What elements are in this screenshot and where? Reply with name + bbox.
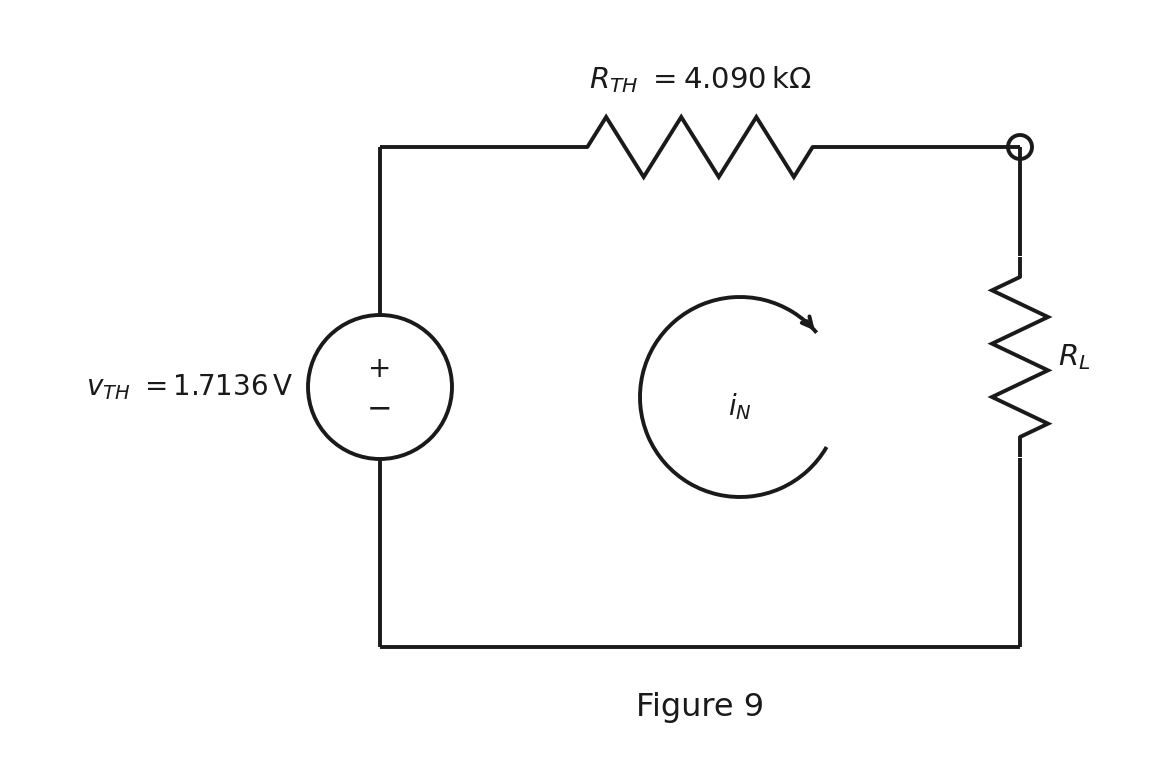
Text: Figure 9: Figure 9 xyxy=(636,692,764,723)
Text: +: + xyxy=(368,355,391,383)
Text: $R_L$: $R_L$ xyxy=(1058,342,1090,372)
Text: $i_N$: $i_N$ xyxy=(728,392,751,423)
Circle shape xyxy=(308,315,452,459)
Text: $v_{TH}\ = 1.7136\,\mathrm{V}$: $v_{TH}\ = 1.7136\,\mathrm{V}$ xyxy=(86,372,294,402)
Text: $R_{TH}\ = 4.090\,\mathrm{k\Omega}$: $R_{TH}\ = 4.090\,\mathrm{k\Omega}$ xyxy=(589,64,811,95)
Text: −: − xyxy=(367,394,393,423)
